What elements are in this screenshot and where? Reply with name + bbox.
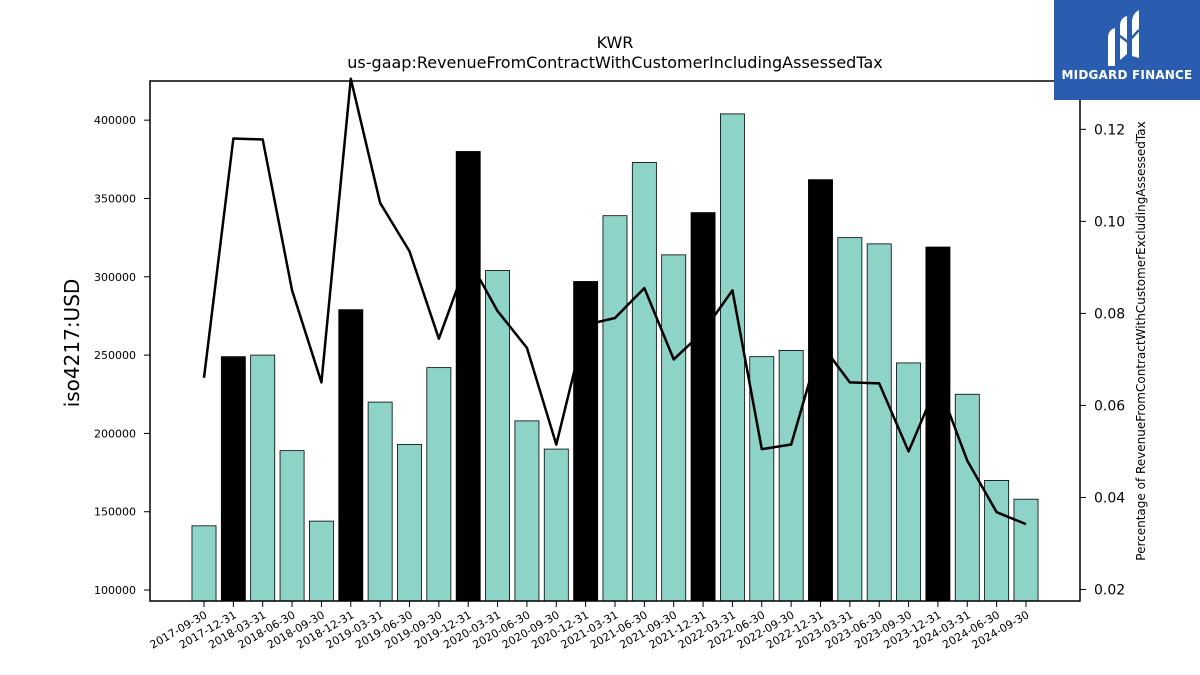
bar-2021-03-31 — [602, 215, 628, 602]
y-tick-label: 100000 — [94, 584, 136, 597]
y2-tick-label: 0.10 — [1094, 214, 1125, 230]
bar-2019-06-30 — [397, 443, 422, 602]
bar-2022-12-31 — [808, 179, 833, 602]
bar-2019-09-30 — [426, 367, 452, 602]
bar-2017-09-30 — [191, 525, 217, 602]
bar-2018-09-30 — [308, 520, 334, 602]
bar-2021-06-30 — [631, 162, 657, 602]
y2-tick-label: 0.04 — [1094, 490, 1125, 506]
bar-2020-12-31 — [573, 281, 599, 602]
bar-series — [191, 113, 1039, 602]
left-axis-ticks: 100000 150000 200000 250000 300000 350000 4000… — [94, 114, 150, 597]
bar-2023-12-31 — [925, 246, 951, 602]
bar-2019-12-31 — [455, 151, 481, 602]
brand-logo: MIDGARD FINANCE — [1054, 0, 1200, 100]
bar-2020-06-30 — [514, 420, 540, 602]
bar-2022-06-30 — [749, 356, 775, 602]
bar-2021-09-30 — [661, 254, 687, 602]
percentage-line — [202, 77, 1027, 526]
y2-tick-label: 0.02 — [1094, 582, 1125, 598]
midgard-logo-icon — [1108, 10, 1140, 66]
y-tick-label: 350000 — [94, 192, 136, 205]
bar-2023-03-31 — [837, 237, 863, 602]
bar-2018-12-31 — [338, 309, 364, 602]
y2-tick-label: 0.08 — [1094, 306, 1125, 322]
bar-2021-12-31 — [690, 212, 716, 602]
y-tick-label: 150000 — [94, 506, 136, 519]
y2-axis-label: Percentage of RevenueFromContractWithCus… — [1134, 121, 1148, 560]
y-tick-label: 250000 — [94, 349, 136, 362]
bar-2023-06-30 — [866, 243, 892, 602]
right-axis-ticks: 0.02 0.04 0.06 0.08 0.10 0.12 — [1080, 122, 1125, 598]
chart-title: KWR — [597, 33, 634, 52]
y-tick-label: 300000 — [94, 271, 136, 284]
bar-2020-09-30 — [543, 448, 569, 602]
y2-tick-label: 0.12 — [1094, 122, 1125, 138]
bar-2024-09-30 — [1013, 498, 1039, 602]
y-tick-label: 400000 — [94, 114, 136, 127]
bar-2019-03-31 — [367, 401, 393, 602]
brand-name: MIDGARD FINANCE — [1061, 68, 1193, 82]
y2-tick-label: 0.06 — [1094, 398, 1125, 414]
y-tick-label: 200000 — [94, 427, 136, 440]
chart-subtitle: us-gaap:RevenueFromContractWithCustomerI… — [347, 53, 882, 72]
bar-2024-03-31 — [954, 393, 980, 602]
bar-2022-03-31 — [719, 113, 745, 602]
bar-2023-09-30 — [896, 362, 922, 602]
bar-2018-03-31 — [250, 354, 276, 602]
bar-2017-12-31 — [220, 356, 246, 602]
bar-2020-03-31 — [485, 270, 510, 602]
bar-2018-06-30 — [279, 450, 305, 602]
bar-2022-09-30 — [778, 349, 804, 602]
x-axis-ticks: 2017-09-302017-12-312018-03-312018-06-30… — [148, 601, 1032, 652]
y-axis-label: iso4217:USD — [60, 279, 84, 408]
